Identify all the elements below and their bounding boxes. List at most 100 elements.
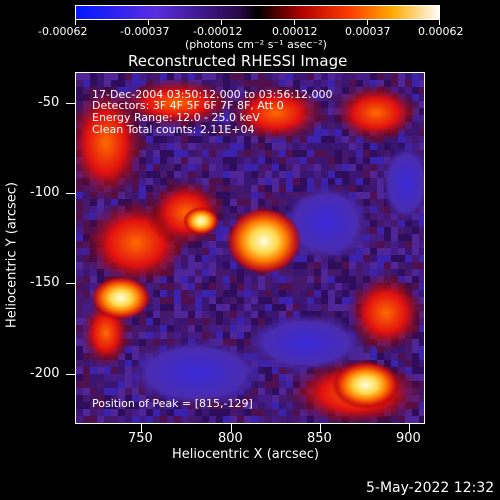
image-pixel	[76, 325, 83, 332]
image-pixel	[377, 353, 384, 360]
image-pixel	[370, 199, 377, 206]
image-pixel	[363, 143, 370, 150]
image-pixel	[139, 185, 146, 192]
image-pixel	[90, 269, 97, 276]
image-pixel	[230, 213, 237, 220]
image-pixel	[258, 192, 265, 199]
image-pixel	[412, 136, 419, 143]
image-pixel	[209, 297, 216, 304]
image-pixel	[76, 297, 83, 304]
image-pixel	[370, 171, 377, 178]
image-pixel	[160, 283, 167, 290]
image-pixel	[83, 213, 90, 220]
image-pixel	[83, 395, 90, 402]
image-pixel	[230, 87, 237, 94]
image-pixel	[237, 269, 244, 276]
image-pixel	[216, 290, 223, 297]
image-pixel	[174, 304, 181, 311]
colorbar-tick	[294, 20, 295, 25]
image-pixel	[223, 199, 230, 206]
image-pixel	[335, 73, 342, 80]
image-pixel	[188, 311, 195, 318]
image-pixel	[265, 374, 272, 381]
image-pixel	[314, 143, 321, 150]
image-pixel	[146, 409, 153, 416]
image-pixel	[237, 136, 244, 143]
image-pixel	[419, 367, 424, 374]
image-pixel	[321, 283, 328, 290]
image-pixel	[419, 227, 424, 234]
image-pixel	[76, 255, 83, 262]
image-pixel	[405, 255, 412, 262]
image-pixel	[139, 178, 146, 185]
image-pixel	[377, 73, 384, 80]
image-pixel	[272, 164, 279, 171]
image-pixel	[244, 318, 251, 325]
image-pixel	[342, 143, 349, 150]
image-pixel	[349, 80, 356, 87]
colorbar-tick-label: -0.00012	[193, 25, 243, 38]
image-pixel	[405, 241, 412, 248]
image-pixel	[419, 87, 424, 94]
image-pixel	[279, 311, 286, 318]
image-pixel	[258, 143, 265, 150]
image-pixel	[384, 80, 391, 87]
image-pixel	[314, 150, 321, 157]
colorbar-tick-label: -0.00037	[120, 25, 170, 38]
image-pixel	[342, 311, 349, 318]
image-pixel	[363, 241, 370, 248]
image-pixel	[328, 101, 335, 108]
image-pixel	[349, 283, 356, 290]
image-pixel	[188, 136, 195, 143]
image-pixel	[209, 171, 216, 178]
image-pixel	[377, 143, 384, 150]
image-pixel	[83, 276, 90, 283]
colorbar-tick	[367, 20, 368, 25]
image-pixel	[230, 262, 237, 269]
image-pixel	[244, 178, 251, 185]
image-pixel	[132, 80, 139, 87]
image-pixel	[293, 164, 300, 171]
image-pixel	[300, 269, 307, 276]
image-pixel	[167, 276, 174, 283]
image-pixel	[321, 150, 328, 157]
image-pixel	[244, 192, 251, 199]
image-pixel	[265, 157, 272, 164]
image-pixel	[202, 332, 209, 339]
image-pixel	[244, 199, 251, 206]
image-pixel	[391, 255, 398, 262]
image-pixel	[76, 367, 83, 374]
image-pixel	[328, 157, 335, 164]
image-pixel	[412, 227, 419, 234]
image-pixel	[181, 164, 188, 171]
image-pixel	[244, 395, 251, 402]
image-pixel	[209, 164, 216, 171]
image-pixel	[300, 283, 307, 290]
image-pixel	[370, 269, 377, 276]
image-pixel	[230, 304, 237, 311]
image-pixel	[195, 262, 202, 269]
image-pixel	[160, 171, 167, 178]
image-pixel	[265, 416, 272, 423]
image-pixel	[307, 283, 314, 290]
image-pixel	[314, 164, 321, 171]
image-pixel	[377, 157, 384, 164]
image-pixel	[293, 157, 300, 164]
image-pixel	[342, 262, 349, 269]
x-tick	[231, 424, 232, 432]
image-pixel	[412, 367, 419, 374]
image-pixel	[279, 283, 286, 290]
image-pixel	[335, 171, 342, 178]
image-pixel	[104, 367, 111, 374]
image-pixel	[188, 276, 195, 283]
image-pixel	[230, 192, 237, 199]
image-pixel	[419, 122, 424, 129]
image-pixel	[279, 143, 286, 150]
image-pixel	[153, 150, 160, 157]
image-pixel	[286, 374, 293, 381]
image-pixel	[216, 80, 223, 87]
image-pixel	[139, 409, 146, 416]
image-pixel	[216, 178, 223, 185]
image-pixel	[286, 290, 293, 297]
image-pixel	[258, 80, 265, 87]
